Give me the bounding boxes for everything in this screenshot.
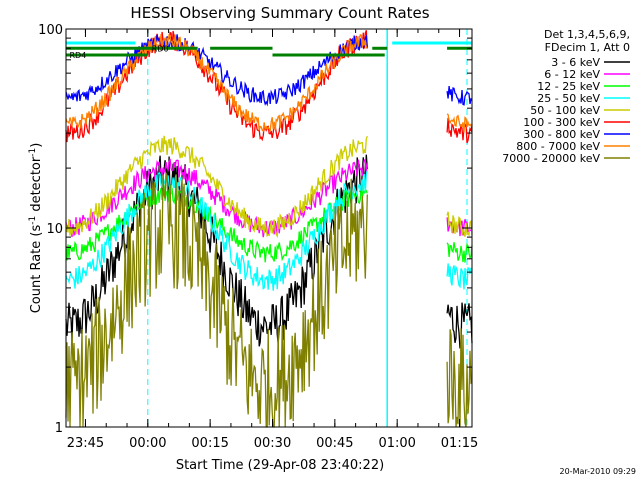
series-1 — [65, 158, 473, 238]
series-8 — [65, 171, 473, 428]
series-line-4-0 — [65, 135, 368, 239]
legend-header-0: Det 1,3,4,5,6,9, — [544, 28, 630, 41]
series-line-8-0 — [65, 171, 368, 428]
x-axis-ticks: 23:45 00:00 00:15 00:30 00:45 01:00 01:15 — [67, 29, 478, 451]
x-tick-label-3: 00:30 — [254, 436, 291, 451]
y-tick-label-2: 100 — [38, 23, 63, 38]
series-4 — [65, 135, 473, 239]
generation-timestamp: 20-Mar-2010 09:29 — [560, 467, 637, 476]
x-tick-label-0: 23:45 — [67, 436, 104, 451]
flag-bars: RD0 RD4 — [65, 41, 472, 60]
y-axis-ticks: 1 10 100 — [38, 23, 472, 436]
legend-label-3: 25 - 50 keV — [537, 92, 600, 105]
series-line-2-1 — [446, 242, 473, 263]
series-line-8-1 — [446, 328, 473, 428]
series-line-4-1 — [446, 211, 473, 238]
flag-label-0: RD0 — [152, 44, 169, 53]
legend-label-4: 50 - 100 keV — [530, 104, 600, 117]
x-tick-label-2: 00:15 — [191, 436, 228, 451]
y-tick-label-1: 10 — [46, 222, 63, 237]
series-line-7-1 — [446, 113, 473, 133]
series-line-1-0 — [65, 158, 368, 238]
legend-label-7: 800 - 7000 keV — [516, 140, 600, 153]
night-lines — [147, 29, 468, 427]
legend-label-2: 12 - 25 keV — [537, 80, 600, 93]
series-line-6-0 — [65, 34, 368, 107]
legend-label-5: 100 - 300 keV — [523, 116, 600, 129]
flag-label-1: RD4 — [70, 51, 87, 60]
legend-label-6: 300 - 800 keV — [523, 128, 600, 141]
series-line-5-1 — [446, 117, 473, 144]
series-3 — [65, 170, 473, 291]
series-line-3-0 — [65, 170, 368, 291]
legend-label-0: 3 - 6 keV — [551, 56, 600, 69]
x-tick-label-4: 00:45 — [316, 436, 353, 451]
x-tick-label-5: 01:00 — [378, 436, 415, 451]
x-axis-label: Start Time (29-Apr-08 23:40:22) — [176, 458, 384, 473]
x-tick-label-6: 01:15 — [441, 436, 478, 451]
series-line-7-0 — [65, 33, 368, 133]
chart-title: HESSI Observing Summary Count Rates — [130, 4, 429, 22]
legend-header-1: FDecim 1, Att 0 — [545, 41, 630, 54]
legend: Det 1,3,4,5,6,9,FDecim 1, Att 0 3 - 6 keV… — [502, 28, 630, 165]
series-line-0-1 — [446, 302, 473, 349]
y-axis-label: Count Rate (s-1 detector-1) — [28, 143, 44, 314]
series-line-1-1 — [446, 217, 473, 237]
series-7 — [65, 33, 473, 133]
data-series — [65, 30, 473, 428]
series-line-3-1 — [446, 263, 473, 290]
x-tick-label-1: 00:00 — [129, 436, 166, 451]
y-tick-label-0: 1 — [55, 421, 63, 436]
legend-label-8: 7000 - 20000 keV — [502, 152, 600, 165]
legend-label-1: 6 - 12 keV — [544, 68, 600, 81]
series-6 — [65, 34, 473, 107]
series-line-6-1 — [446, 86, 473, 106]
